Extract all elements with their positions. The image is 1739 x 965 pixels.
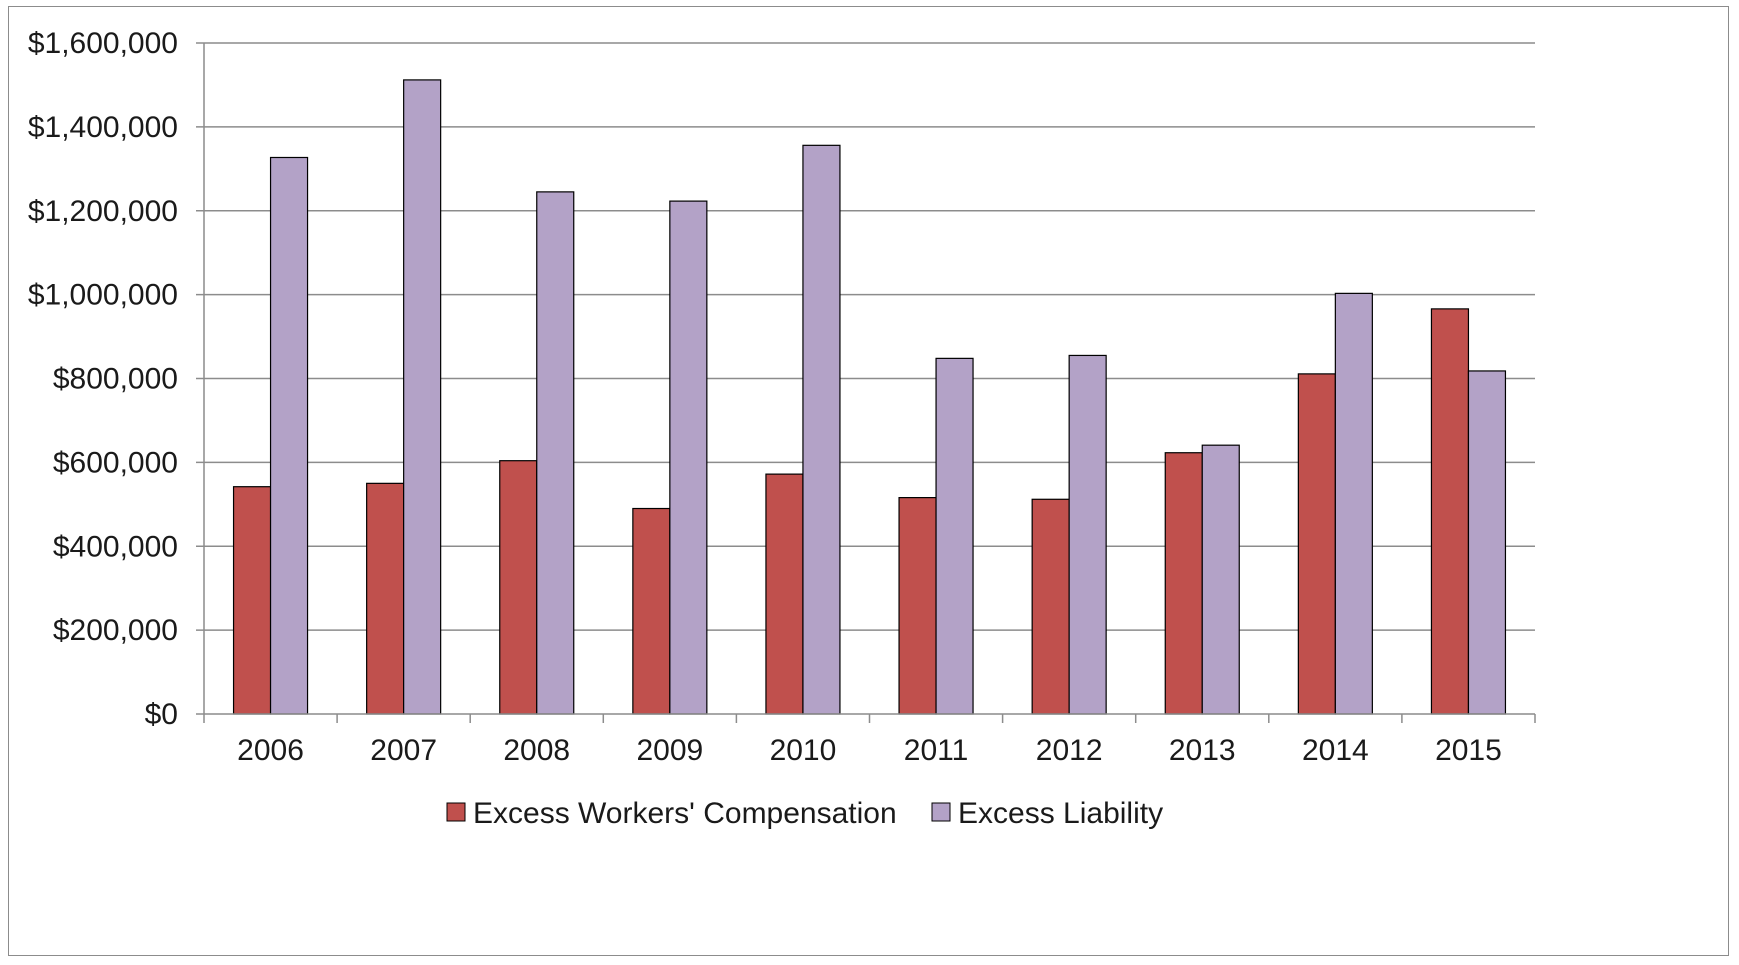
x-tick-label: 2013	[1169, 734, 1236, 767]
legend-label: Excess Liability	[958, 797, 1163, 830]
y-tick-label: $0	[145, 698, 178, 731]
legend-label: Excess Workers' Compensation	[473, 797, 897, 830]
bar-liability-2015	[1467, 370, 1507, 715]
y-tick-label: $200,000	[53, 614, 178, 647]
bar-liability-2012	[1068, 354, 1107, 715]
y-tick-label: $600,000	[53, 446, 178, 479]
bar-liability-2014	[1334, 292, 1373, 715]
y-tick-label: $1,000,000	[28, 279, 178, 312]
axes	[196, 42, 1536, 723]
bar-liability-2011	[935, 357, 974, 715]
y-tick-label: $1,600,000	[28, 27, 178, 60]
x-tick-label: 2014	[1302, 734, 1369, 767]
x-tick-label: 2010	[770, 734, 837, 767]
bar-liability-2008	[536, 191, 575, 715]
x-tick-label: 2012	[1036, 734, 1103, 767]
y-tick-label: $400,000	[53, 530, 178, 563]
x-tick-label: 2006	[237, 734, 304, 767]
legend-swatch	[931, 802, 951, 822]
chart-frame: $0 $200,000 $400,000 $600,000 $800,000 $1,000…	[8, 6, 1729, 956]
bar-liability-2010	[802, 144, 841, 715]
legend-swatch	[446, 802, 466, 822]
x-tick-label: 2009	[636, 734, 703, 767]
y-tick-label: $1,200,000	[28, 195, 178, 228]
bar-chart: $0 $200,000 $400,000 $600,000 $800,000 $1,000…	[28, 27, 1536, 830]
bar-workers-comp-2013	[1164, 452, 1203, 715]
bar-workers-comp-2007	[366, 482, 405, 715]
bar-workers-comp-2011	[898, 497, 937, 715]
y-tick-label: $1,400,000	[28, 111, 178, 144]
bar-liability-2013	[1201, 444, 1240, 715]
bar-liability-2006	[269, 156, 309, 715]
bar-liability-2009	[669, 200, 708, 715]
bar-workers-comp-2012	[1031, 498, 1070, 715]
bar-liability-2007	[403, 79, 442, 715]
legend: Excess Workers' Compensation Excess Liabi…	[446, 797, 1163, 830]
bar-workers-comp-2009	[632, 507, 671, 715]
x-axis-tick-labels: 2006 2007 2008 2009 2010 2011 2012 2013 2014 2015	[237, 734, 1502, 767]
bar-workers-comp-2006	[232, 486, 272, 715]
x-tick-label: 2011	[904, 734, 969, 767]
x-tick-label: 2007	[370, 734, 437, 767]
bar-workers-comp-2015	[1430, 308, 1470, 715]
bars	[232, 79, 1507, 715]
x-tick-label: 2015	[1435, 734, 1502, 767]
bar-workers-comp-2014	[1297, 373, 1336, 715]
y-tick-label: $800,000	[53, 363, 178, 396]
y-axis-tick-labels: $0 $200,000 $400,000 $600,000 $800,000 $1,000…	[28, 27, 178, 731]
bar-workers-comp-2008	[499, 460, 538, 715]
x-tick-label: 2008	[503, 734, 570, 767]
bar-workers-comp-2010	[765, 473, 804, 715]
